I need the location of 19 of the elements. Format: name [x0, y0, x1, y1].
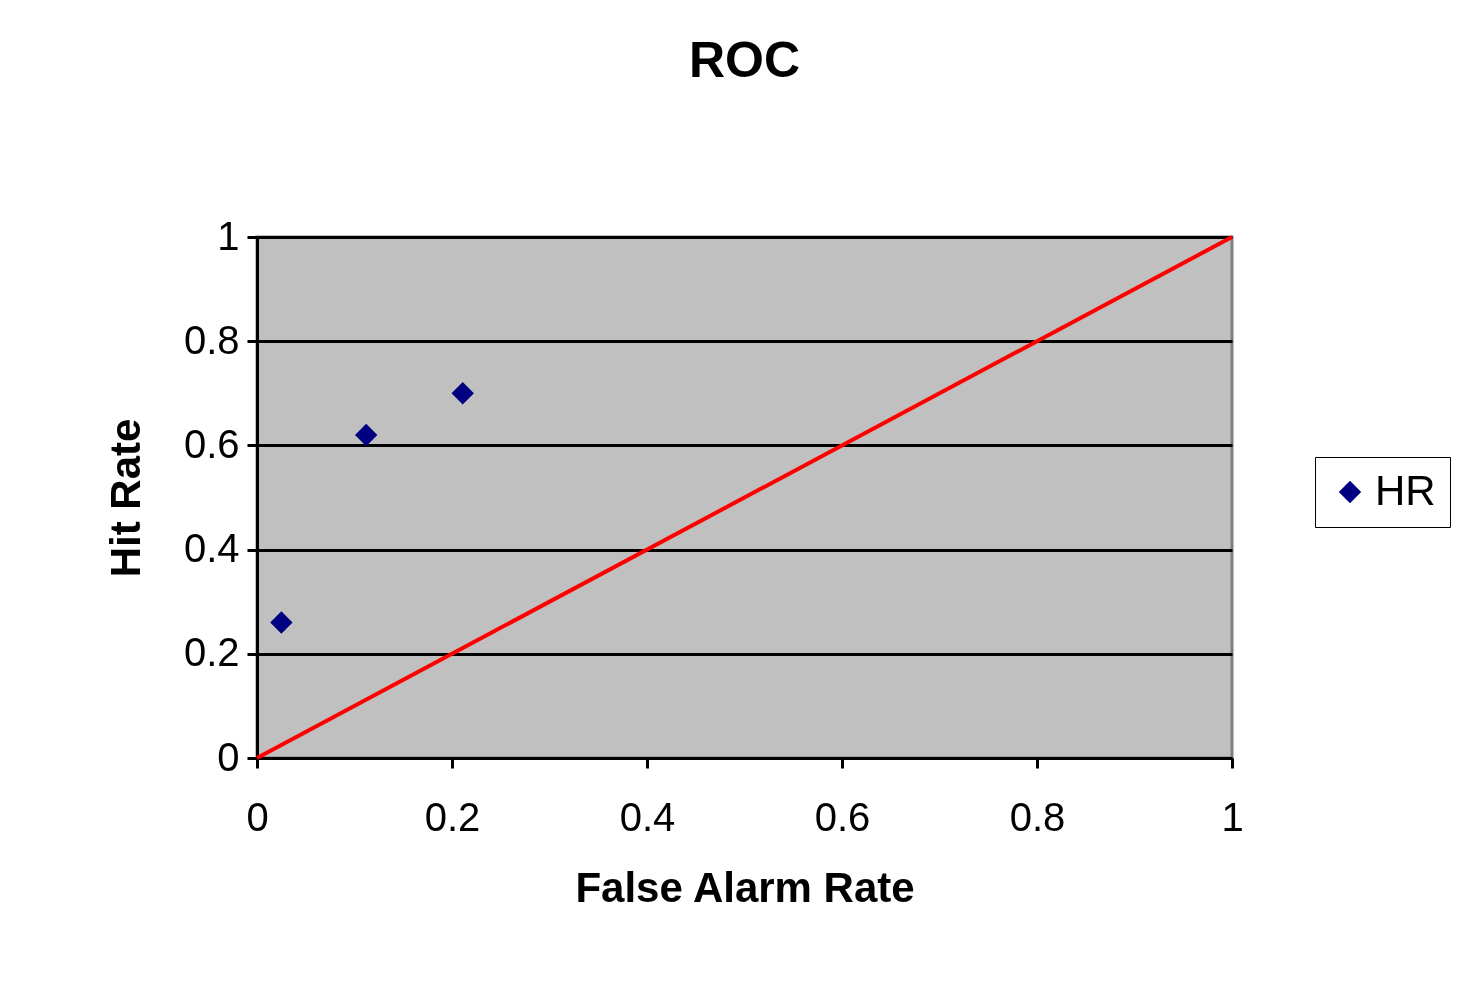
x-tick-label: 0	[246, 794, 269, 839]
y-axis-title: Hit Rate	[101, 418, 149, 578]
point	[355, 423, 378, 447]
y-tick-label: 0	[217, 734, 240, 779]
y-tick-label: 0.4	[183, 526, 240, 571]
point	[451, 382, 474, 405]
point	[270, 611, 293, 634]
x-axis-title: False Alarm Rate	[575, 863, 915, 911]
x-tick-label: 0.6	[814, 794, 871, 839]
y-tick-label: 0.2	[183, 630, 240, 675]
y-tick-label: 0.6	[183, 421, 240, 466]
x-tick-label: 0.4	[619, 794, 676, 839]
legend-label: HR	[1375, 467, 1436, 514]
x-tick-label: 0.2	[424, 794, 481, 839]
y-tick-label: 0.8	[183, 317, 240, 362]
chart-title: ROC	[688, 32, 801, 88]
y-tick-label: 1	[217, 213, 240, 258]
x-tick-label: 0.8	[1009, 794, 1066, 839]
x-tick-label: 1	[1221, 794, 1244, 839]
